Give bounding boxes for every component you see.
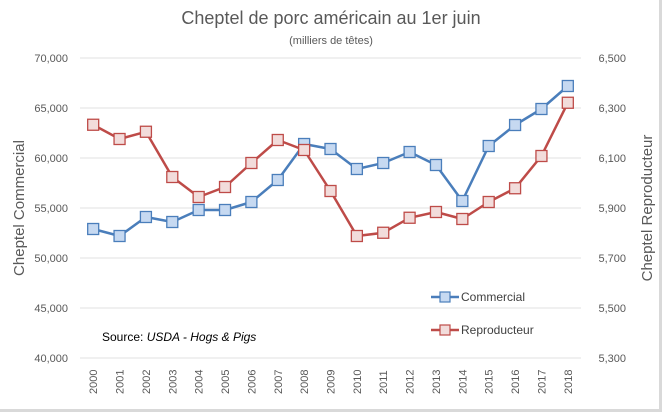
y-left-tick-label: 50,000 — [34, 253, 68, 265]
data-point-reproducteur-2009[interactable] — [324, 184, 337, 198]
series-reproducteur — [87, 96, 574, 243]
x-axis-ticks: 2000 2001 2002 2003 2004 2005 2006 2007 2008 2009… — [88, 370, 575, 394]
y-right-tick-label: 5,500 — [598, 303, 626, 315]
y-right-tick-label: 5,300 — [598, 353, 626, 365]
x-tick-label-2002: 2002 — [141, 370, 153, 394]
x-tick-label-2010: 2010 — [352, 370, 364, 394]
data-point-reproducteur-2002[interactable] — [139, 125, 153, 138]
source-value: USDA - Hogs & Pigs — [147, 330, 257, 344]
data-point-commercial-2016[interactable] — [508, 118, 522, 132]
x-tick-label-2001: 2001 — [115, 370, 127, 394]
x-tick-label-2007: 2007 — [273, 370, 285, 394]
data-point-commercial-2002[interactable] — [139, 210, 153, 224]
gridlines — [80, 57, 581, 359]
data-point-reproducteur-2007[interactable] — [271, 133, 284, 147]
data-point-commercial-2007[interactable] — [271, 173, 284, 187]
legend-marker-reproducteur — [439, 324, 451, 336]
data-point-reproducteur-2011[interactable] — [377, 226, 390, 239]
data-point-commercial-2014[interactable] — [456, 194, 469, 208]
data-point-reproducteur-2005[interactable] — [218, 180, 232, 194]
x-tick-label-2011: 2011 — [378, 370, 390, 394]
legend-item-reproducteur[interactable]: Reproducteur — [431, 323, 534, 337]
y-axis-right-ticks: 5,300 5,500 5,700 5,900 6,100 6,300 6,500 — [598, 53, 626, 365]
y-right-tick-label: 6,500 — [598, 53, 626, 65]
data-point-reproducteur-2012[interactable] — [403, 211, 416, 224]
legend-marker-commercial — [439, 291, 451, 303]
data-point-reproducteur-2006[interactable] — [245, 156, 258, 170]
legend-label-reproducteur: Reproducteur — [461, 323, 534, 337]
y-right-tick-label: 5,700 — [598, 253, 626, 265]
x-tick-label-2016: 2016 — [510, 370, 522, 394]
y-left-tick-label: 45,000 — [34, 303, 68, 315]
data-point-commercial-2004[interactable] — [192, 203, 205, 217]
data-point-commercial-2012[interactable] — [403, 145, 416, 159]
x-tick-label-2003: 2003 — [167, 370, 179, 394]
x-tick-label-2014: 2014 — [457, 370, 469, 394]
y-left-tick-label: 70,000 — [34, 53, 68, 65]
y-axis-left-title: Cheptel Commercial — [11, 140, 28, 276]
data-point-reproducteur-2013[interactable] — [429, 205, 443, 219]
data-point-reproducteur-2010[interactable] — [350, 229, 364, 243]
y-right-tick-label: 6,100 — [598, 153, 626, 165]
data-point-reproducteur-2015[interactable] — [482, 195, 495, 209]
y-left-tick-label: 65,000 — [34, 103, 68, 115]
data-point-commercial-2017[interactable] — [535, 102, 548, 116]
data-point-commercial-2000[interactable] — [87, 222, 100, 236]
data-point-commercial-2018[interactable] — [561, 79, 574, 93]
x-tick-label-2000: 2000 — [88, 370, 100, 394]
data-point-reproducteur-2003[interactable] — [166, 170, 179, 184]
legend-item-commercial[interactable]: Commercial — [431, 290, 525, 304]
data-point-reproducteur-2016[interactable] — [508, 182, 522, 195]
x-tick-label-2008: 2008 — [299, 370, 311, 394]
y-axis-left-ticks: 40,000 45,000 50,000 55,000 60,000 65,000 70,0… — [34, 53, 68, 365]
series-layer — [87, 79, 574, 243]
source-annotation: Source: USDA - Hogs & Pigs — [102, 330, 256, 344]
chart-subtitle: (milliers de têtes) — [289, 35, 373, 47]
y-left-tick-label: 60,000 — [34, 153, 68, 165]
y-right-tick-label: 5,900 — [598, 203, 626, 215]
x-tick-label-2012: 2012 — [405, 370, 417, 394]
x-tick-label-2006: 2006 — [246, 370, 258, 394]
source-label: Source: — [102, 330, 147, 344]
data-point-commercial-2003[interactable] — [166, 215, 179, 229]
data-point-reproducteur-2004[interactable] — [192, 190, 205, 204]
series-commercial — [87, 79, 574, 243]
data-point-commercial-2006[interactable] — [245, 195, 258, 209]
data-point-commercial-2013[interactable] — [429, 158, 443, 172]
svg-text:Source: USDA - Hogs & Pigs: Source: USDA - Hogs & Pigs — [102, 330, 256, 344]
series-line-reproducteur — [92, 102, 569, 238]
y-axis-right-title: Cheptel Reproducteur — [639, 135, 656, 282]
chart-title: Cheptel de porc américain au 1er juin — [181, 8, 480, 28]
x-tick-label-2018: 2018 — [563, 370, 575, 394]
data-point-reproducteur-2008[interactable] — [297, 143, 311, 157]
data-point-reproducteur-2001[interactable] — [113, 132, 126, 146]
legend-label-commercial: Commercial — [461, 290, 525, 304]
data-point-commercial-2010[interactable] — [350, 162, 364, 176]
x-tick-label-2013: 2013 — [431, 370, 443, 394]
data-point-commercial-2011[interactable] — [377, 156, 390, 170]
y-left-tick-label: 55,000 — [34, 203, 68, 215]
data-point-reproducteur-2017[interactable] — [535, 149, 548, 163]
y-right-tick-label: 6,300 — [598, 103, 626, 115]
x-tick-label-2015: 2015 — [484, 370, 496, 394]
data-point-reproducteur-2018[interactable] — [561, 96, 574, 109]
y-left-tick-label: 40,000 — [34, 353, 68, 365]
data-point-commercial-2005[interactable] — [218, 203, 232, 217]
x-tick-label-2005: 2005 — [220, 370, 232, 394]
data-point-reproducteur-2000[interactable] — [87, 118, 100, 131]
data-point-commercial-2001[interactable] — [113, 229, 126, 243]
x-tick-label-2004: 2004 — [194, 370, 206, 394]
data-point-commercial-2015[interactable] — [482, 139, 495, 153]
data-point-commercial-2009[interactable] — [324, 142, 337, 156]
legend: Commercial Reproducteur — [431, 290, 534, 337]
data-point-reproducteur-2014[interactable] — [456, 212, 469, 226]
x-tick-label-2017: 2017 — [536, 370, 548, 394]
x-tick-label-2009: 2009 — [326, 370, 338, 394]
